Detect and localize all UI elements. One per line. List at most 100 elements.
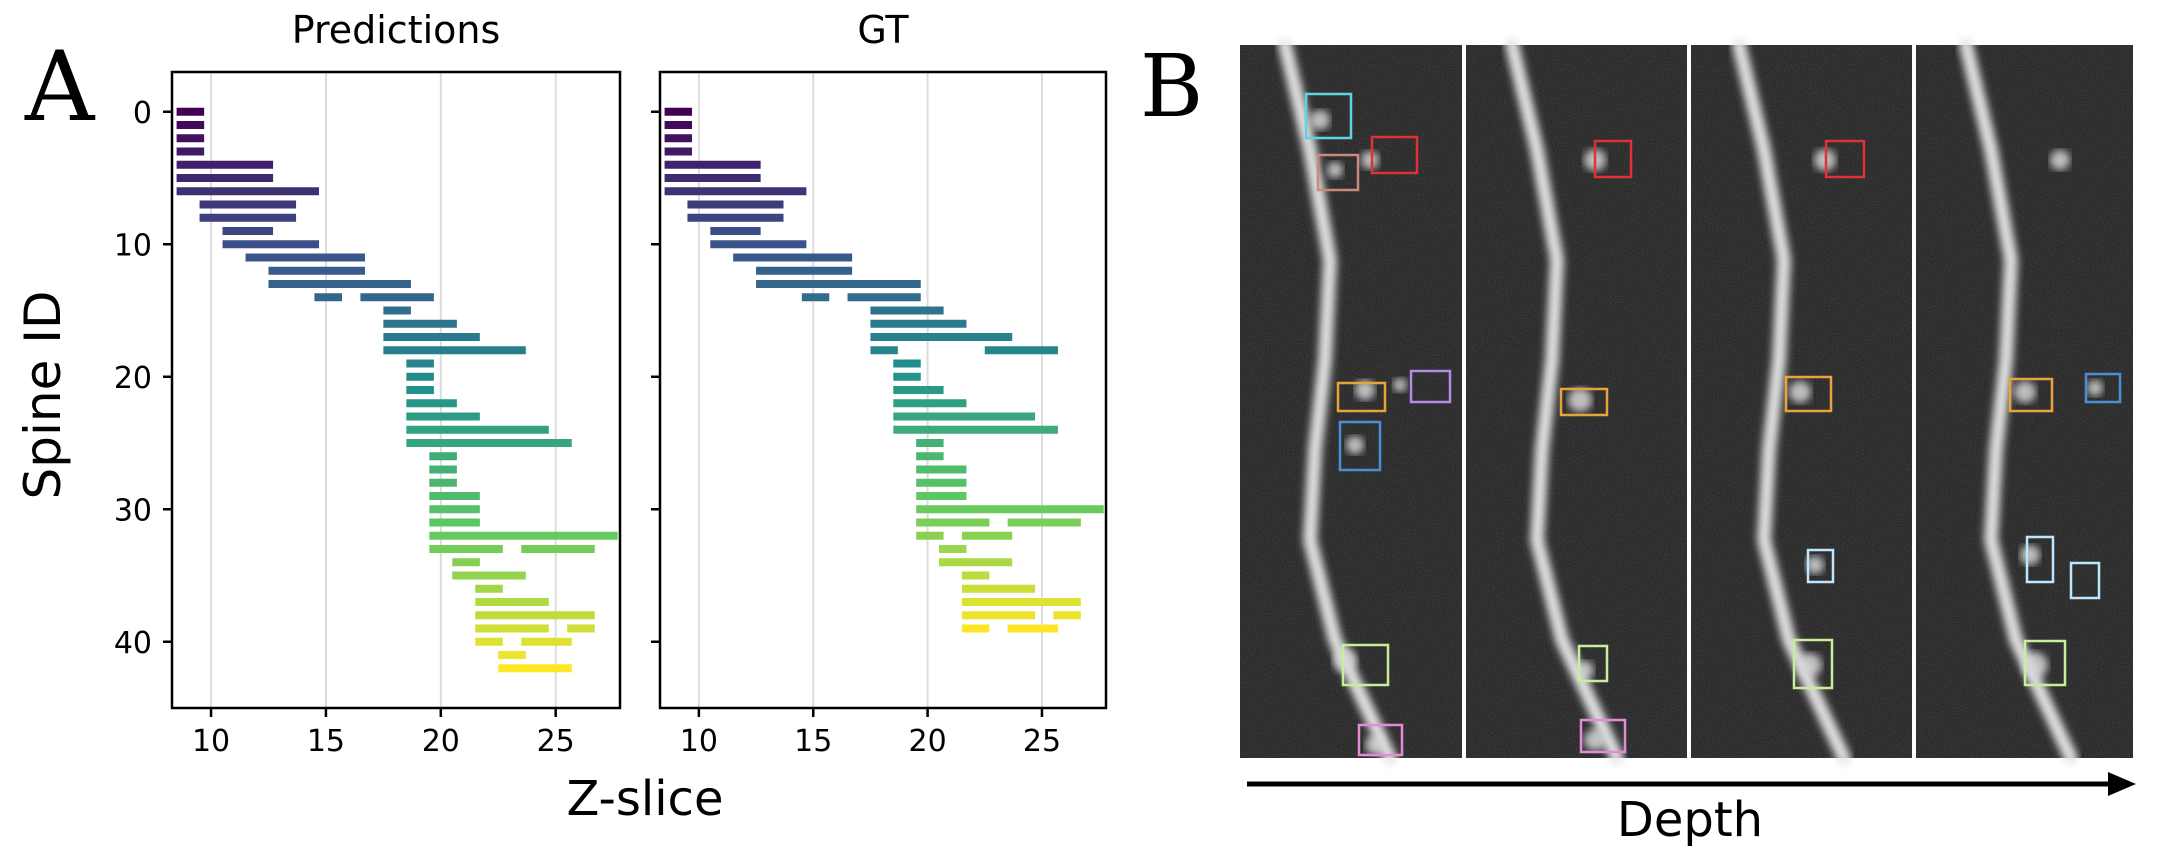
bar-spine-41 (498, 651, 526, 659)
microscopy-panel (1240, 38, 2133, 765)
bar-spine-14 (360, 293, 434, 302)
spine-annotation-boxes (1304, 92, 2122, 757)
bar-spine-29 (429, 492, 480, 500)
bar-spine-5 (176, 174, 274, 182)
dendrite (1505, 38, 1624, 765)
bar-spine-14 (314, 293, 343, 302)
bar-spine-29 (916, 492, 967, 500)
dendrite (1278, 38, 1397, 765)
bar-spine-23 (893, 412, 1036, 421)
bar-spine-13 (268, 280, 411, 288)
bar-spine-22 (406, 399, 457, 408)
bar-spine-35 (452, 571, 526, 580)
bar-spine-38 (961, 611, 1036, 620)
bar-spine-39 (475, 624, 549, 633)
bar-spine-31 (1007, 518, 1081, 527)
bar-spine-38 (475, 611, 595, 620)
bar-spine-37 (961, 598, 1081, 606)
bar-spine-39 (1007, 624, 1058, 633)
bar-spine-26 (916, 452, 944, 461)
bar-spine-42 (498, 664, 572, 673)
bar-spine-2 (664, 134, 693, 143)
spine-box (1559, 387, 1609, 417)
bar-spine-7 (199, 200, 297, 209)
dendrite-strands (1278, 38, 2078, 765)
bar-spine-28 (916, 478, 967, 487)
spine-blob (2087, 380, 2103, 396)
bar-spine-14 (847, 293, 921, 302)
bar-spine-7 (687, 200, 784, 209)
bar-spine-4 (664, 160, 761, 169)
spine-blob (1789, 381, 1811, 403)
spine-box (1784, 375, 1833, 413)
plot-frame (658, 70, 1108, 710)
chart-title: Predictions (292, 8, 501, 52)
bar-spine-25 (916, 439, 944, 447)
bar-spine-31 (916, 518, 990, 527)
spine-box (1336, 381, 1387, 413)
bar-spine-1 (176, 121, 205, 129)
bar-spine-9 (710, 227, 761, 235)
bar-spine-24 (406, 425, 549, 434)
x-tick-label: 15 (307, 724, 345, 759)
gt-chart: 10 15 20 25 GT (651, 8, 1108, 759)
x-tick-label: 25 (1023, 724, 1061, 759)
bar-spine-40 (475, 637, 503, 646)
spine-box (2025, 535, 2055, 584)
bar-spine-0 (176, 107, 205, 116)
spine-box (1577, 644, 1609, 683)
spine-blob (1310, 110, 1330, 130)
bar-spine-35 (961, 571, 990, 580)
bar-spine-23 (406, 412, 480, 421)
spine-box (1357, 723, 1404, 757)
spine-box (1370, 135, 1419, 175)
bar-spine-18 (984, 346, 1058, 355)
predictions-chart: 10 15 20 25 0 10 20 30 40 Predictions (114, 8, 622, 759)
x-tick-label: 25 (537, 724, 575, 759)
bar-spine-10 (710, 240, 807, 249)
bar-spine-10 (222, 240, 320, 249)
panel-a-label: A (24, 31, 96, 143)
bar-spine-19 (893, 359, 921, 368)
frame-divider (1687, 45, 1691, 758)
bar-spine-21 (406, 386, 434, 394)
bar-spine-20 (406, 372, 434, 381)
bar-spine-28 (429, 478, 457, 487)
spine-box (1338, 420, 1382, 472)
spine-blob (1576, 661, 1594, 679)
bar-spine-37 (475, 598, 549, 606)
frame-dividers (1462, 45, 1916, 758)
bar-spine-11 (245, 253, 365, 262)
bar-spine-9 (222, 227, 274, 235)
spine-blob (2022, 652, 2048, 678)
x-tick-label: 15 (794, 724, 832, 759)
spine-blob (1365, 735, 1385, 755)
x-tick-label: 10 (680, 724, 718, 759)
spine-box (1593, 139, 1633, 179)
spine-box (1579, 718, 1627, 754)
bar-spine-39 (961, 624, 990, 633)
bar-spine-16 (383, 319, 457, 328)
spine-box (1316, 153, 1360, 192)
spine-blob (1361, 151, 1379, 169)
bar-spine-34 (939, 558, 1013, 567)
panel-b-label: B (1140, 37, 1203, 137)
dendrite (1959, 38, 2078, 765)
spine-blob (1327, 162, 1343, 178)
bar-spine-17 (870, 333, 1013, 341)
spine-blob (1333, 648, 1357, 672)
y-axis-label: Spine ID (14, 291, 72, 500)
bar-spine-16 (870, 319, 967, 328)
spine-blob (1393, 378, 1407, 392)
bar-spine-38 (1053, 611, 1081, 620)
bar-spine-20 (893, 372, 921, 381)
bar-spine-8 (199, 213, 297, 222)
bar-spine-3 (176, 147, 205, 156)
bar-spine-26 (429, 452, 457, 461)
y-tick-label: 20 (114, 361, 152, 396)
spine-box (1409, 369, 1452, 404)
bar-spine-15 (383, 306, 411, 315)
bar-spine-4 (176, 160, 274, 169)
spine-box (1824, 139, 1866, 179)
